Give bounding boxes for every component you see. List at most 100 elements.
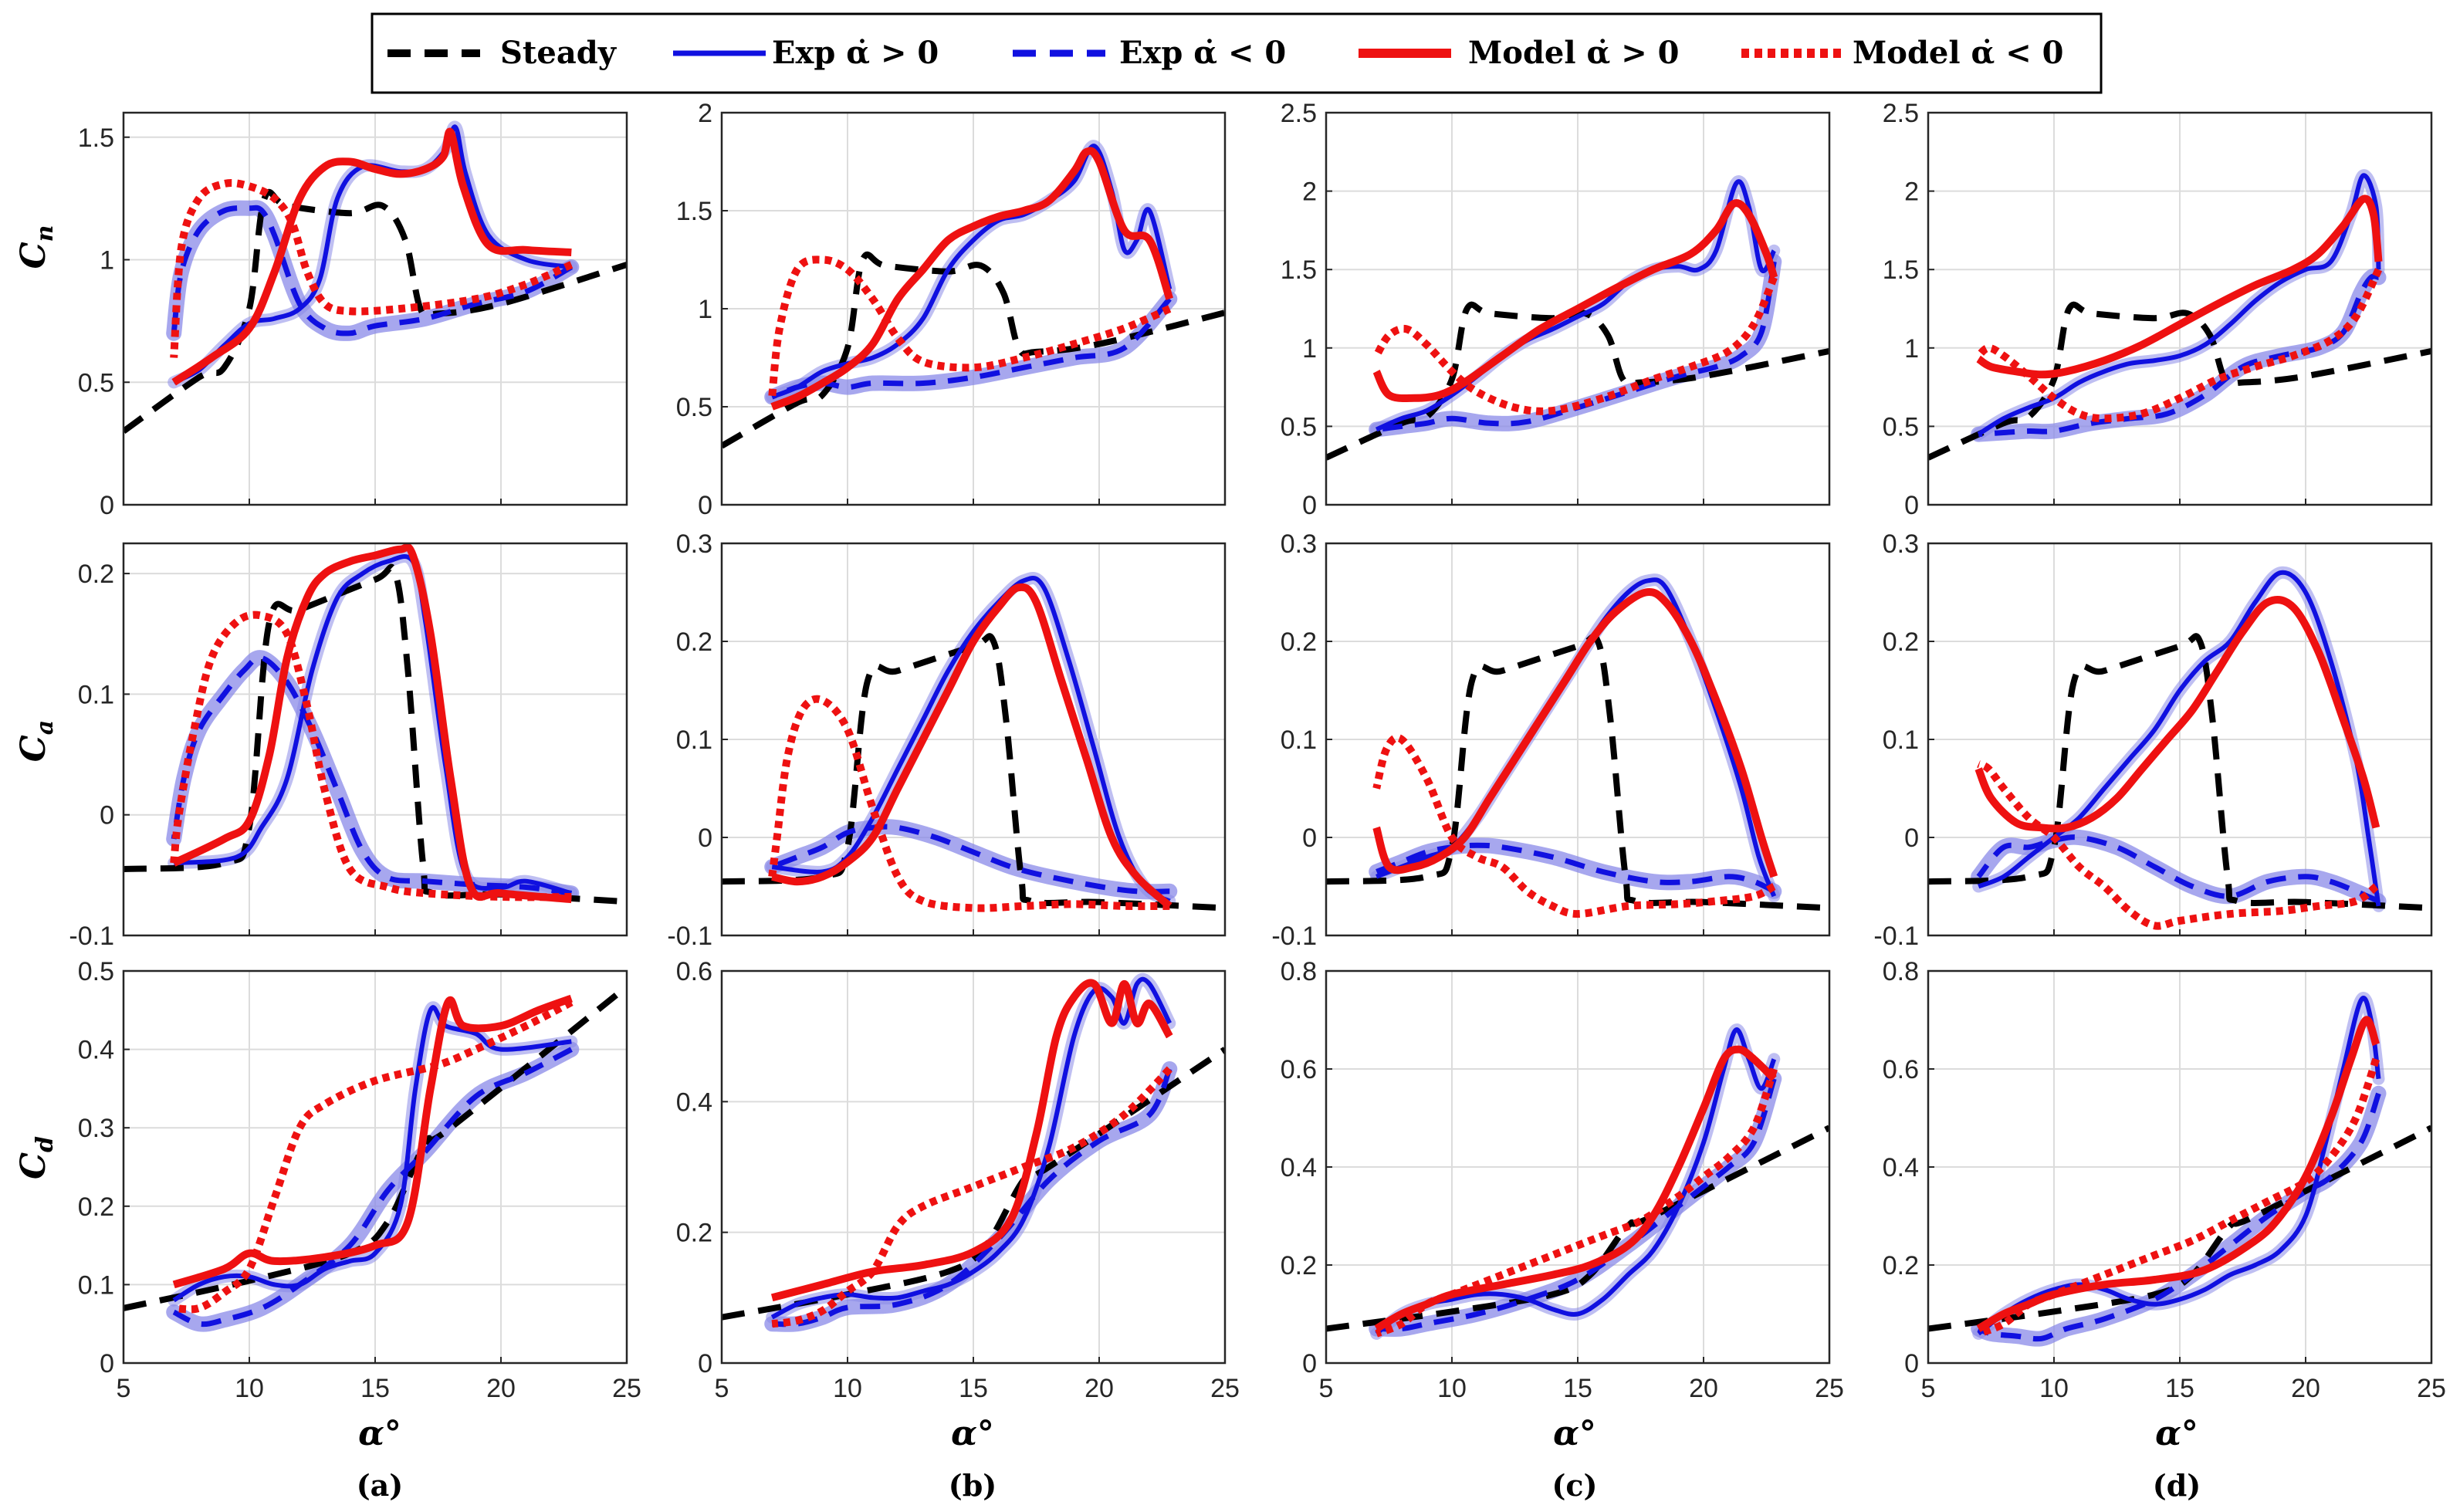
panel-b-cn-ytick-label: 2 xyxy=(698,99,712,128)
panel-b-cn-model-pos-line xyxy=(770,147,1174,411)
panel-a-cn-model-pos-line xyxy=(171,127,572,386)
panel-c-cd-series xyxy=(1326,1023,1829,1340)
panel-a-cd-model-pos-line xyxy=(172,994,573,1289)
panel-label-a: (a) xyxy=(357,1468,404,1503)
ylabel-cd: Cd xyxy=(14,1136,59,1179)
panel-a-cd-ytick-label: 0.3 xyxy=(78,1114,114,1143)
legend-label-steady: Steady xyxy=(500,35,618,71)
legend: Steady Exp α̇ > 0 Exp α̇ < 0 Model α̇ > … xyxy=(371,12,2103,94)
panel-b-ca-steady-line xyxy=(722,633,1225,912)
panel-b-cd-xtick-label: 25 xyxy=(1210,1374,1240,1403)
panel-d-ca-ytick-label: 0.3 xyxy=(1883,529,1919,559)
panel-b-cd-series xyxy=(722,972,1225,1332)
panel-d-cd-xtick-label: 25 xyxy=(2417,1374,2446,1403)
panel-c-ca-model-neg-line xyxy=(1372,733,1776,918)
panel-d-cn-exp-neg-line xyxy=(1978,273,2380,438)
panels: 00.511.5-0.100.10.200.10.20.30.40.55 10 15… xyxy=(69,99,2446,1403)
panel-d-cd-xtick-label: 15 xyxy=(2165,1374,2194,1403)
panel-a-ca-ytick-label: 0.2 xyxy=(78,560,114,589)
panel-a-cn-ytick-label: 0.5 xyxy=(78,368,114,397)
xlabel-d: α° xyxy=(2155,1414,2198,1453)
panel-c-cn-ytick-label: 1 xyxy=(1302,334,1317,364)
panel-c-ca-ytick-label: 0.3 xyxy=(1281,529,1317,559)
panel-d-ca-steady-line xyxy=(1928,633,2431,912)
panel-c-cd-xtick-label: 20 xyxy=(1689,1374,1718,1403)
panel-a-cd-steady-line xyxy=(124,984,627,1311)
panel-b-cn-model-neg-line xyxy=(768,255,1172,397)
panel-b-cd-ytick-label: 0 xyxy=(698,1349,712,1378)
xlabel-c: α° xyxy=(1553,1414,1596,1453)
panel-a-cd-xtick-label: 20 xyxy=(486,1374,516,1403)
panel-d-cd-ytick-label: 0.2 xyxy=(1883,1251,1919,1280)
panel-b-cd-exp-pos-line xyxy=(770,976,1172,1320)
panel-d-ca-exp-neg-line xyxy=(1976,834,2380,904)
panel-b-cn-ytick-label: 1.5 xyxy=(676,197,712,226)
panel-c-cd-xtick-label: 10 xyxy=(1437,1374,1467,1403)
panel-a-cd-xtick-label: 15 xyxy=(360,1374,390,1403)
panel-c-ca-ytick-label: -0.1 xyxy=(1271,922,1317,951)
panel-d-cd: 0 0.2 0.4 0.6 0.8 5 10 15 20 25 xyxy=(1883,957,2446,1403)
panel-c-cn-ytick-label: 2.5 xyxy=(1281,99,1317,128)
panel-a-cn: 0 0.5 1 1.5 xyxy=(78,111,628,520)
panel-b-cd-model-neg-line xyxy=(771,1066,1172,1328)
panel-c-cd-xtick-label: 15 xyxy=(1563,1374,1592,1403)
panel-b-cd-xtick-label: 20 xyxy=(1084,1374,1114,1403)
panel-label-b: (b) xyxy=(949,1468,997,1503)
panel-a-cn-exp-neg-line xyxy=(171,205,573,337)
panel-a-cn-series xyxy=(124,120,627,435)
panel-b-ca-ytick-label: 0 xyxy=(698,824,712,853)
panel-d-cd-ytick-label: 0 xyxy=(1904,1349,1919,1378)
ylabel-ca: Ca xyxy=(14,720,59,762)
ylabel-cn: Cn xyxy=(14,225,59,269)
panel-a-cn-ytick-label: 1 xyxy=(100,246,114,276)
panel-c-cn-series xyxy=(1326,175,1829,461)
panel-d-cn-model-pos-line xyxy=(1976,194,2383,379)
panel-c-cd-ytick-label: 0 xyxy=(1302,1349,1317,1378)
panel-a-cd-model-neg-line xyxy=(173,999,574,1314)
panel-c-ca: -0.1 0 0.1 0.2 0.3 xyxy=(1271,529,1831,951)
panel-a-ca-ytick-label: -0.1 xyxy=(69,922,114,951)
panel-c-ca-ytick-label: 0.2 xyxy=(1281,627,1317,657)
panel-d-cd-xtick-label: 20 xyxy=(2291,1374,2320,1403)
panel-d-cn-model-neg-line xyxy=(1975,268,2383,423)
panel-a-cn-steady-line xyxy=(124,188,627,435)
panel-c-cn-exp-pos-line xyxy=(1375,179,1776,432)
panel-c-ca-model-pos-line xyxy=(1372,588,1778,878)
panel-a-ca: -0.1 0 0.1 0.2 xyxy=(69,542,628,951)
panel-c-cd-ytick-label: 0.6 xyxy=(1281,1055,1317,1084)
panel-a-cd-ytick-label: 0.2 xyxy=(78,1192,114,1222)
panel-b-ca-ytick-label: 0.1 xyxy=(676,726,712,755)
panel-b-cn-ytick-label: 0.5 xyxy=(676,393,712,422)
panel-c-cn-exp-neg-line xyxy=(1376,261,1777,432)
panel-a-ca-exp-neg-line xyxy=(171,655,572,896)
panel-d-ca-ytick-label: 0 xyxy=(1904,824,1919,853)
panel-b-cd-xtick-label: 10 xyxy=(833,1374,862,1403)
panel-b-ca-ytick-label: -0.1 xyxy=(667,922,712,951)
panel-d-cd-model-pos-line xyxy=(1976,1016,2380,1332)
panel-d-cd-ytick-label: 0.8 xyxy=(1883,957,1919,986)
panel-c-cn-model-neg-line xyxy=(1372,276,1778,415)
legend-label-exp-neg: Exp α̇ < 0 xyxy=(1119,35,1286,71)
panel-b-ca-exp-neg-line xyxy=(770,824,1170,895)
panel-d-cn-series xyxy=(1928,169,2431,461)
panel-a-cd-xtick-label: 5 xyxy=(117,1374,131,1403)
panel-a-cn-model-neg-line xyxy=(170,179,574,358)
panel-d-cn-steady-line xyxy=(1928,301,2431,461)
panel-b-cn: 0 0.5 1 1.5 2 xyxy=(676,99,1227,520)
legend-label-model-neg: Model α̇ < 0 xyxy=(1853,35,2063,71)
panel-c-cn-ytick-label: 0.5 xyxy=(1281,412,1317,441)
panel-a-cd-ytick-label: 0.5 xyxy=(78,957,114,986)
panel-d-cn: 0 0.5 1 1.5 2 2.5 xyxy=(1883,99,2433,520)
panel-b-ca-ytick-label: 0.3 xyxy=(676,529,712,559)
xlabel-a: α° xyxy=(358,1414,401,1453)
legend-label-exp-pos: Exp α̇ > 0 xyxy=(772,35,939,71)
panel-b-ca-model-pos-line xyxy=(771,583,1172,909)
panel-c-ca-exp-neg-line xyxy=(1375,842,1775,894)
panel-c-cn-ytick-label: 0 xyxy=(1302,491,1317,520)
panel-a-cd-ytick-label: 0 xyxy=(100,1349,114,1378)
panel-b-cn-ytick-label: 1 xyxy=(698,295,712,324)
panel-a-cn-ytick-label: 0 xyxy=(100,491,114,520)
panel-d-cn-ytick-label: 1.5 xyxy=(1883,255,1919,285)
panel-d-cn-ytick-label: 1 xyxy=(1904,334,1919,364)
panel-a-ca-exp-pos-line xyxy=(173,554,573,896)
